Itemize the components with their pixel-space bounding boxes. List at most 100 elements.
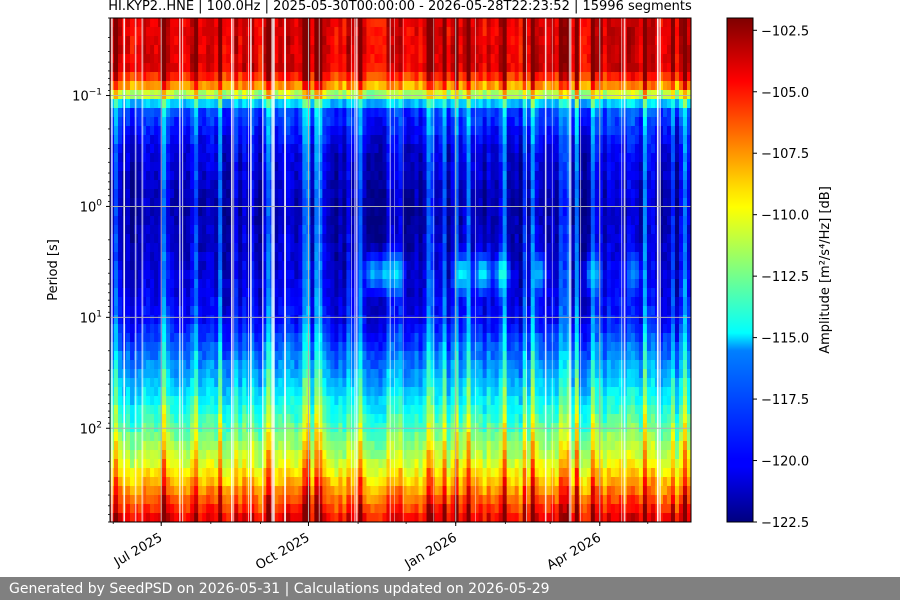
heatmap-cell — [226, 450, 231, 460]
heatmap-cell — [186, 117, 191, 127]
heatmap-cell — [194, 144, 199, 154]
heatmap-cell — [314, 63, 319, 73]
spectrogram-plot: Jul 2025 Oct 2025 Jan 2026 Apr 2026 10−1100… — [46, 17, 692, 573]
heatmap-cell — [402, 333, 408, 343]
heatmap-cell — [250, 99, 255, 109]
heatmap-cell — [150, 189, 155, 199]
heatmap-cell — [286, 108, 291, 118]
heatmap-cell — [454, 450, 460, 460]
heatmap-cell — [234, 261, 239, 271]
heatmap-cell — [130, 396, 135, 406]
heatmap-cell — [150, 180, 155, 190]
heatmap-cell — [438, 504, 444, 514]
heatmap-cell — [238, 279, 243, 289]
heatmap-cell — [366, 144, 372, 154]
heatmap-cell — [234, 36, 239, 46]
heatmap-cell — [358, 243, 364, 253]
heatmap-cell — [254, 468, 259, 478]
heatmap-cell — [322, 81, 327, 91]
heatmap-cell — [294, 513, 299, 522]
heatmap-cell — [138, 378, 143, 388]
heatmap-cell — [398, 36, 404, 46]
heatmap-cell — [350, 234, 356, 244]
heatmap-cell — [250, 351, 255, 361]
heatmap-cell — [290, 144, 295, 154]
heatmap-cell — [238, 378, 243, 388]
heatmap-cell — [378, 432, 384, 442]
heatmap-cell — [214, 108, 219, 118]
heatmap-cell — [158, 72, 163, 82]
heatmap-cell — [418, 189, 424, 199]
heatmap-cell — [370, 144, 376, 154]
heatmap-cell — [258, 198, 263, 208]
heatmap-cell — [390, 468, 396, 478]
heatmap-cell — [394, 432, 400, 442]
heatmap-cell — [434, 27, 440, 37]
heatmap-cell — [274, 333, 279, 343]
heatmap-cell — [294, 234, 299, 244]
heatmap-cell — [378, 378, 384, 388]
heatmap-cell — [406, 459, 412, 469]
heatmap-cell — [438, 126, 444, 136]
heatmap-cell — [166, 459, 171, 469]
heatmap-cell — [402, 54, 408, 64]
heatmap-cell — [430, 351, 436, 361]
heatmap-cell — [170, 117, 175, 127]
heatmap-cell — [182, 81, 187, 91]
heatmap-cell — [374, 486, 380, 496]
heatmap-cell — [158, 225, 163, 235]
heatmap-cell — [142, 243, 147, 253]
heatmap-cell — [182, 198, 187, 208]
heatmap-cell — [266, 342, 271, 352]
heatmap-cell — [458, 513, 464, 522]
heatmap-cell — [174, 288, 179, 298]
heatmap-cell — [290, 441, 295, 451]
heatmap-cell — [250, 486, 255, 496]
heatmap-cell — [298, 27, 303, 37]
heatmap-cell — [450, 45, 456, 55]
heatmap-cell — [298, 252, 303, 262]
heatmap-cell — [378, 135, 384, 145]
heatmap-cell — [274, 216, 279, 226]
heatmap-cell — [142, 504, 147, 514]
heatmap-cell — [398, 495, 404, 505]
heatmap-cell — [418, 234, 424, 244]
heatmap-cell — [202, 99, 207, 109]
heatmap-cell — [158, 234, 163, 244]
heatmap-cell — [166, 315, 171, 325]
heatmap-cell — [210, 180, 215, 190]
heatmap-cell — [298, 162, 303, 172]
heatmap-cell — [186, 180, 191, 190]
heatmap-cell — [262, 261, 267, 271]
heatmap-cell — [226, 90, 231, 100]
heatmap-cell — [302, 99, 307, 109]
heatmap-cell — [450, 504, 456, 514]
heatmap-cell — [302, 171, 307, 181]
heatmap-cell — [366, 405, 372, 415]
heatmap-cell — [314, 315, 319, 325]
heatmap-cell — [442, 486, 448, 496]
heatmap-cell — [454, 99, 460, 109]
heatmap-cell — [450, 414, 456, 424]
heatmap-cell — [402, 90, 408, 100]
heatmap-cell — [362, 27, 368, 37]
heatmap-cell — [314, 504, 319, 514]
heatmap-cell — [214, 513, 219, 522]
heatmap-cell — [322, 45, 327, 55]
heatmap-cell — [250, 207, 255, 217]
heatmap-cell — [330, 243, 335, 253]
heatmap-cell — [274, 396, 279, 406]
heatmap-cell — [182, 108, 187, 118]
heatmap-cell — [194, 27, 199, 37]
heatmap-cell — [114, 297, 119, 307]
heatmap-cell — [206, 72, 211, 82]
heatmap-cell — [450, 18, 456, 28]
heatmap-cell — [290, 261, 295, 271]
heatmap-cell — [150, 27, 155, 37]
heatmap-cell — [426, 486, 432, 496]
heatmap-cell — [202, 171, 207, 181]
heatmap-cell — [434, 144, 440, 154]
heatmap-cell — [438, 270, 444, 280]
heatmap-cell — [418, 432, 424, 442]
heatmap-cell — [202, 279, 207, 289]
